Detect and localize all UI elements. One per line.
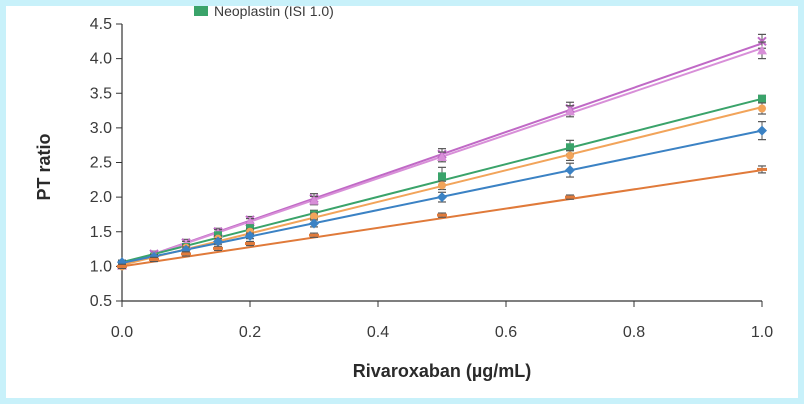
legend-label: Neoplastin (ISI 1.0) xyxy=(214,3,334,19)
data-point xyxy=(181,251,191,257)
circle-marker xyxy=(758,104,766,113)
y-axis-title: PT ratio xyxy=(34,133,54,200)
y-tick-label: 0.5 xyxy=(90,293,112,310)
y-tick-label: 4.5 xyxy=(90,16,112,33)
square-marker xyxy=(566,143,574,152)
y-tick-label: 4.0 xyxy=(90,51,112,68)
triangle-marker xyxy=(565,106,575,116)
data-point xyxy=(757,165,767,174)
data-point xyxy=(757,121,767,141)
diamond-marker xyxy=(213,236,223,247)
x-tick-label: 0.4 xyxy=(367,324,389,341)
data-point xyxy=(565,105,575,118)
x-marker xyxy=(757,36,767,47)
data-point xyxy=(437,212,447,218)
axes: 0.5 1.0 1.5 2.0 2.5 3.0 3.5 4.0 4.5 0.0 0.2 0.4 0.6 0… xyxy=(90,16,773,341)
data-point xyxy=(757,41,767,60)
data-point xyxy=(309,195,319,206)
data-point xyxy=(309,218,319,229)
x-tick-label: 0.8 xyxy=(623,324,645,341)
circle-marker xyxy=(566,151,574,160)
y-tick-label: 3.0 xyxy=(90,120,112,137)
square-marker xyxy=(758,94,766,103)
data-point xyxy=(565,194,575,200)
y-tick-label: 3.5 xyxy=(90,85,112,102)
data-point xyxy=(758,102,766,115)
circle-marker xyxy=(438,181,446,190)
x-tick-label: 1.0 xyxy=(751,324,773,341)
data-point xyxy=(245,240,255,247)
y-tick-label: 1.5 xyxy=(90,224,112,241)
data-point xyxy=(149,256,159,263)
fit-line xyxy=(121,169,763,268)
diamond-marker xyxy=(245,230,255,241)
data-point xyxy=(566,150,574,162)
diamond-marker xyxy=(565,165,575,176)
y-tick-label: 2.0 xyxy=(90,189,112,206)
triangle-marker xyxy=(757,45,767,55)
triangle-marker xyxy=(245,217,255,227)
triangle-marker xyxy=(309,195,319,205)
data-point xyxy=(565,162,575,178)
square-marker xyxy=(438,172,446,181)
legend: Neoplastin (ISI 1.0) xyxy=(194,3,334,19)
y-tick-label: 1.0 xyxy=(90,258,112,275)
x-tick-label: 0.2 xyxy=(239,324,261,341)
data-point xyxy=(437,151,447,163)
data-point xyxy=(438,180,446,191)
x-axis-title: Rivaroxaban (µg/mL) xyxy=(353,361,531,381)
data-point xyxy=(213,236,223,247)
diamond-marker xyxy=(757,125,767,136)
triangle-marker xyxy=(437,151,447,161)
x-tick-label: 0.6 xyxy=(495,324,517,341)
data-point xyxy=(437,191,447,203)
data-point xyxy=(245,230,255,241)
data-points xyxy=(117,33,767,271)
x-tick-label: 0.0 xyxy=(111,324,133,341)
diamond-marker xyxy=(437,192,447,203)
diamond-marker xyxy=(309,218,319,229)
data-point xyxy=(309,232,319,238)
legend-swatch xyxy=(194,6,208,16)
data-point xyxy=(758,94,766,103)
data-point xyxy=(117,263,127,270)
data-point xyxy=(213,245,223,252)
y-tick-label: 2.5 xyxy=(90,155,112,172)
circle-marker xyxy=(310,212,318,221)
